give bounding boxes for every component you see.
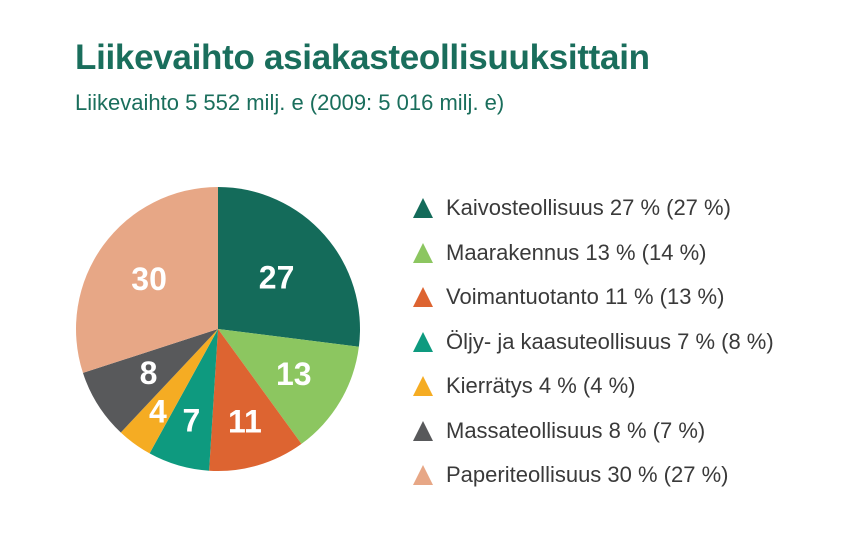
legend-label: Kierrätys 4 % (4 %): [446, 373, 636, 399]
legend-label: Maarakennus 13 % (14 %): [446, 239, 707, 265]
chart-legend: Kaivosteollisuus 27 % (27 %) Maarakennus …: [412, 186, 774, 498]
slice-value-label: 8: [140, 355, 158, 391]
slice-value-label: 11: [228, 404, 262, 440]
chart-title: Liikevaihto asiakasteollisuuksittain: [75, 38, 650, 77]
triangle-icon: [412, 331, 434, 353]
triangle-icon: [412, 375, 434, 397]
slice-value-label: 13: [276, 356, 312, 392]
pie-slice: [218, 187, 360, 347]
legend-label: Voimantuotanto 11 % (13 %): [446, 284, 725, 310]
triangle-icon: [412, 420, 434, 442]
legend-item: Voimantuotanto 11 % (13 %): [412, 275, 774, 320]
pie-slice: [75, 187, 218, 373]
legend-item: Öljy- ja kaasuteollisuus 7 % (8 %): [412, 320, 774, 365]
legend-item: Massateollisuus 8 % (7 %): [412, 409, 774, 454]
pie-slice: [149, 329, 218, 471]
pie-slice: [82, 329, 218, 433]
legend-label: Kaivosteollisuus 27 % (27 %): [446, 195, 731, 221]
legend-label: Paperiteollisuus 30 % (27 %): [446, 462, 729, 488]
legend-label: Öljy- ja kaasuteollisuus 7 % (8 %): [446, 328, 774, 354]
slice-value-label: 7: [183, 402, 201, 438]
pie-slice: [218, 329, 359, 444]
triangle-icon: [412, 464, 434, 486]
legend-item: Kaivosteollisuus 27 % (27 %): [412, 186, 774, 231]
chart-subtitle: Liikevaihto 5 552 milj. e (2009: 5 016 m…: [75, 90, 505, 115]
triangle-icon: [412, 286, 434, 308]
legend-label: Massateollisuus 8 % (7 %): [446, 417, 706, 443]
pie-chart: 27 13 11 748 30: [75, 187, 360, 471]
slice-value-label: 4: [149, 394, 167, 430]
slice-value-label: 30: [131, 261, 167, 297]
triangle-icon: [412, 197, 434, 219]
pie-slice: [120, 329, 218, 454]
slice-value-label: 27: [259, 259, 295, 295]
triangle-icon: [412, 242, 434, 264]
legend-item: Maarakennus 13 % (14 %): [412, 231, 774, 276]
pie-slice: [209, 329, 302, 471]
legend-item: Paperiteollisuus 30 % (27 %): [412, 453, 774, 498]
legend-item: Kierrätys 4 % (4 %): [412, 364, 774, 409]
